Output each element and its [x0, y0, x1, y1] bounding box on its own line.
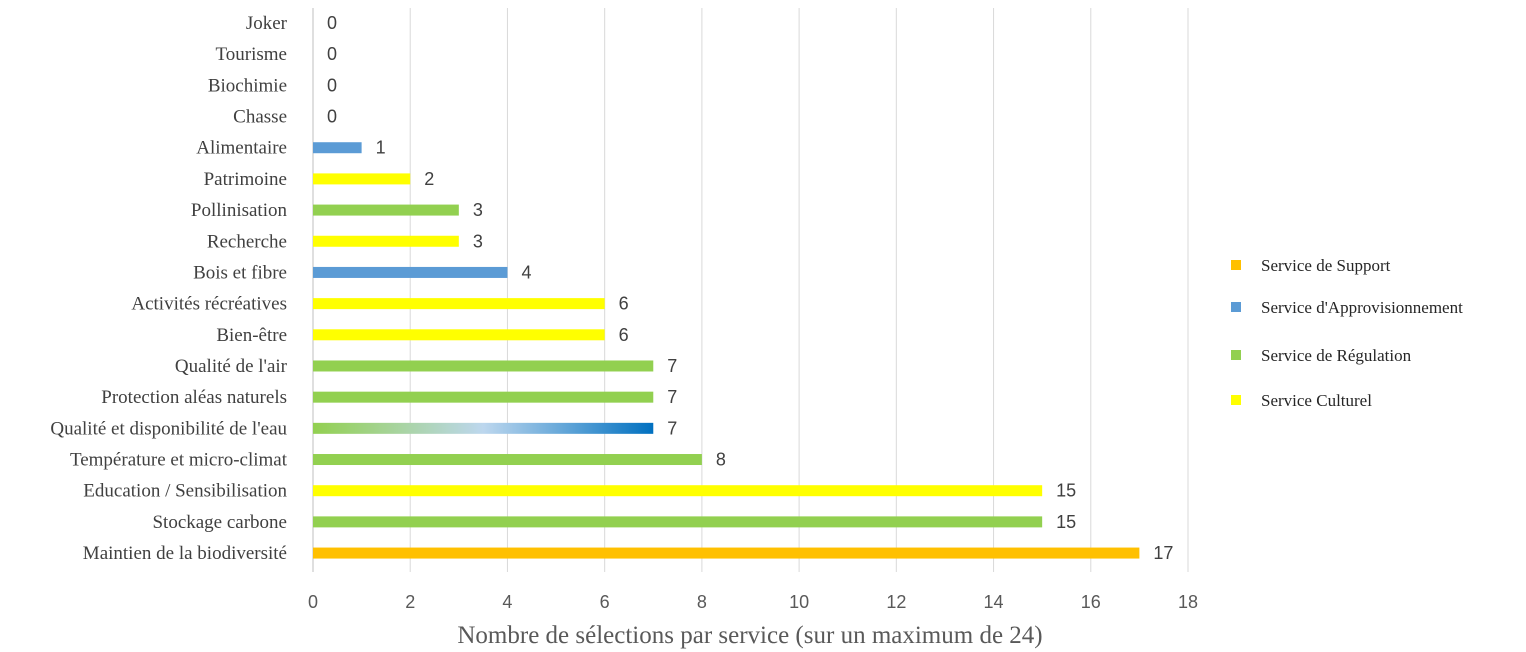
value-label: 15	[1056, 481, 1076, 501]
value-label: 6	[619, 294, 629, 314]
category-label: Pollinisation	[191, 200, 288, 221]
category-label: Alimentaire	[196, 138, 287, 159]
category-labels: Joker Tourisme Biochimie Chasse Alimentaire P…	[50, 13, 287, 564]
bar	[313, 235, 459, 247]
bar	[313, 516, 1043, 528]
value-label: 6	[619, 325, 629, 345]
category-label: Qualité de l'air	[175, 356, 288, 377]
bar	[313, 204, 459, 216]
value-label: 7	[667, 387, 677, 407]
category-label: Activités récréatives	[131, 294, 287, 315]
category-label: Biochimie	[208, 75, 287, 96]
value-label: 15	[1056, 512, 1076, 532]
bar	[313, 454, 702, 466]
category-label: Recherche	[207, 231, 287, 252]
value-label: 1	[376, 138, 386, 158]
category-label: Température et micro-climat	[70, 450, 288, 471]
category-label: Patrimoine	[204, 169, 287, 190]
bar	[313, 360, 654, 372]
x-tick-label: 10	[789, 592, 809, 612]
value-label: 0	[327, 13, 337, 33]
value-label: 3	[473, 231, 483, 251]
value-label: 7	[667, 356, 677, 376]
x-tick-label: 8	[697, 592, 707, 612]
bar	[313, 422, 654, 434]
x-axis-ticks: 0 2 4 6 8 10 12 14 16 18	[308, 592, 1198, 612]
category-label: Joker	[246, 13, 288, 34]
bar	[313, 547, 1140, 559]
legend-label: Service de Régulation	[1261, 346, 1412, 365]
category-label: Bien-être	[216, 325, 287, 346]
legend-swatch	[1231, 302, 1241, 312]
x-axis-title: Nombre de sélections par service (sur un…	[457, 622, 1042, 649]
bar	[313, 298, 605, 310]
category-label: Maintien de la biodiversité	[83, 543, 287, 564]
category-label: Protection aléas naturels	[101, 387, 287, 408]
x-tick-label: 2	[405, 592, 415, 612]
x-tick-label: 12	[886, 592, 906, 612]
bar	[313, 329, 605, 341]
value-label: 0	[327, 44, 337, 64]
x-tick-label: 4	[502, 592, 512, 612]
bar	[313, 391, 654, 403]
bar	[313, 173, 411, 185]
x-tick-label: 16	[1081, 592, 1101, 612]
category-label: Education / Sensibilisation	[83, 481, 287, 502]
value-label: 2	[424, 169, 434, 189]
gridlines	[312, 8, 1189, 572]
legend-label: Service de Support	[1261, 256, 1391, 275]
x-tick-label: 14	[984, 592, 1004, 612]
x-tick-label: 6	[600, 592, 610, 612]
value-label: 0	[327, 107, 337, 127]
value-label: 7	[667, 418, 677, 438]
bars	[313, 142, 1140, 559]
category-label: Tourisme	[216, 44, 288, 65]
value-label: 3	[473, 200, 483, 220]
category-label: Stockage carbone	[152, 512, 287, 533]
value-label: 4	[521, 262, 531, 282]
bar	[313, 266, 508, 278]
legend-label: Service Culturel	[1261, 391, 1372, 410]
bar	[313, 485, 1043, 497]
legend-swatch	[1231, 350, 1241, 360]
legend: Service de Support Service d'Approvisionn…	[1231, 256, 1463, 410]
legend-swatch	[1231, 395, 1241, 405]
legend-swatch	[1231, 260, 1241, 270]
value-label: 17	[1153, 543, 1173, 563]
category-label: Bois et fibre	[193, 262, 287, 283]
x-tick-label: 0	[308, 592, 318, 612]
value-label: 8	[716, 450, 726, 470]
value-labels: 0 0 0 0 1 2 3 3 4 6 6 7 7 7 8 15 15 17	[327, 13, 1173, 563]
legend-label: Service d'Approvisionnement	[1261, 298, 1463, 317]
x-tick-label: 18	[1178, 592, 1198, 612]
bar	[313, 142, 362, 154]
category-label: Qualité et disponibilité de l'eau	[50, 418, 287, 439]
value-label: 0	[327, 75, 337, 95]
category-label: Chasse	[233, 107, 287, 128]
